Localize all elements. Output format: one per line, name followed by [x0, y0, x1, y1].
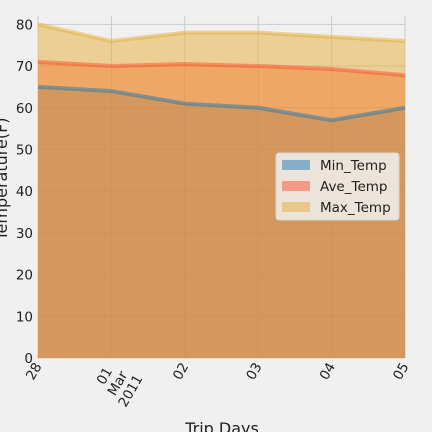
svg-text:01Mar2011: 01Mar2011 — [89, 357, 146, 410]
ave-temp-legend-swatch — [282, 181, 310, 191]
ave-temp-line — [37, 59, 406, 78]
y-tick-label: 10 — [16, 309, 33, 325]
y-tick-label: 40 — [16, 184, 33, 200]
x-axis-title: Trip Days — [184, 419, 259, 432]
y-tick-label: 60 — [16, 101, 33, 117]
min-temp-legend-label: Min_Temp — [320, 158, 387, 174]
y-tick-label: 80 — [16, 17, 33, 33]
y-ticks: 0 10 20 30 40 50 60 70 80 — [16, 17, 33, 367]
y-tick-label: 70 — [16, 59, 33, 75]
min-temp-legend-swatch — [282, 160, 310, 170]
x-tick-label: 01Mar2011 — [89, 357, 147, 410]
x-tick-label: 04 — [317, 360, 339, 383]
svg-text:02: 02 — [170, 360, 192, 383]
plot-lines — [37, 22, 406, 123]
y-axis-title: Temperature(F) — [0, 117, 11, 241]
y-tick-label: 30 — [16, 226, 33, 242]
y-tick-label: 50 — [16, 142, 33, 158]
svg-text:03: 03 — [243, 360, 265, 383]
svg-text:04: 04 — [317, 360, 339, 383]
y-tick-label: 0 — [24, 351, 33, 367]
min-temp-line — [37, 84, 406, 123]
svg-text:28: 28 — [23, 360, 45, 383]
max-temp-legend-label: Max_Temp — [320, 200, 391, 216]
x-tick-label: 05 — [390, 360, 412, 383]
x-tick-label: 03 — [243, 360, 265, 383]
svg-text:05: 05 — [390, 360, 412, 383]
ave-temp-legend-label: Ave_Temp — [320, 179, 387, 195]
max-temp-line — [37, 22, 406, 44]
x-ticks: 28 01Mar2011 02 03 04 05 — [23, 357, 412, 410]
max-temp-area — [38, 24, 405, 359]
x-tick-label: 28 — [23, 360, 45, 383]
plot-areas — [38, 24, 405, 359]
max-temp-legend-swatch — [282, 202, 310, 212]
y-tick-label: 20 — [16, 268, 33, 284]
legend: Min_Temp Ave_Temp Max_Temp — [275, 152, 400, 221]
x-tick-label: 02 — [170, 360, 192, 383]
